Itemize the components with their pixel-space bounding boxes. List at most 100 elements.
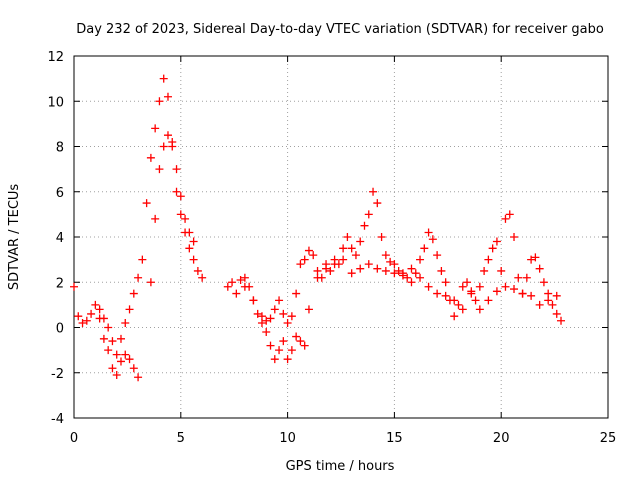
- data-point: [339, 244, 348, 253]
- data-point: [381, 266, 390, 275]
- data-point: [492, 287, 501, 296]
- data-point: [416, 273, 425, 282]
- data-point: [304, 246, 313, 255]
- data-point: [381, 251, 390, 260]
- data-point: [266, 314, 275, 323]
- data-point: [347, 244, 356, 253]
- data-point: [364, 210, 373, 219]
- data-point: [185, 228, 194, 237]
- chart-title: Day 232 of 2023, Sidereal Day-to-day VTE…: [76, 22, 604, 37]
- data-point: [151, 214, 160, 223]
- data-point: [467, 289, 476, 298]
- data-point: [373, 264, 382, 273]
- data-point: [112, 371, 121, 380]
- data-point: [168, 137, 177, 146]
- data-point: [398, 271, 407, 280]
- data-point: [116, 334, 125, 343]
- data-point: [475, 282, 484, 291]
- data-point: [373, 199, 382, 208]
- x-tick-label: 10: [279, 431, 296, 446]
- data-point: [257, 312, 266, 321]
- data-point: [416, 255, 425, 264]
- y-tick-label: 6: [56, 186, 64, 201]
- data-point: [360, 221, 369, 230]
- data-point: [228, 278, 237, 287]
- data-point: [172, 165, 181, 174]
- data-point: [535, 300, 544, 309]
- y-tick-label: 10: [47, 95, 64, 110]
- data-point: [544, 296, 553, 305]
- y-tick-label: 2: [56, 276, 64, 291]
- data-point: [262, 316, 271, 325]
- data-point: [407, 278, 416, 287]
- data-point: [172, 187, 181, 196]
- data-point: [283, 318, 292, 327]
- y-tick-label: 8: [56, 141, 64, 156]
- data-point: [531, 253, 540, 262]
- data-point: [270, 355, 279, 364]
- data-point: [364, 260, 373, 269]
- data-point: [411, 269, 420, 278]
- data-point: [458, 282, 467, 291]
- data-point: [497, 266, 506, 275]
- x-tick-label: 5: [177, 431, 185, 446]
- data-point: [232, 289, 241, 298]
- data-point: [501, 214, 510, 223]
- data-point: [95, 305, 104, 314]
- data-point: [279, 309, 288, 318]
- data-point: [121, 350, 130, 359]
- data-point: [296, 260, 305, 269]
- data-point: [292, 289, 301, 298]
- data-point: [484, 255, 493, 264]
- data-point: [552, 291, 561, 300]
- x-tick-label: 15: [386, 431, 403, 446]
- data-point: [78, 318, 87, 327]
- data-point: [488, 244, 497, 253]
- data-point: [104, 346, 113, 355]
- data-point: [339, 255, 348, 264]
- data-point: [424, 228, 433, 237]
- data-point: [458, 305, 467, 314]
- data-point: [125, 355, 134, 364]
- data-point: [275, 346, 284, 355]
- y-tick-label: -2: [51, 367, 64, 382]
- data-point: [539, 278, 548, 287]
- data-point: [557, 316, 566, 325]
- data-point: [253, 309, 262, 318]
- data-point: [74, 312, 83, 321]
- data-point: [424, 282, 433, 291]
- data-point: [189, 255, 198, 264]
- data-point: [146, 278, 155, 287]
- data-point: [151, 124, 160, 133]
- data-point: [527, 255, 536, 264]
- data-point: [134, 273, 143, 282]
- data-point: [262, 328, 271, 337]
- data-point: [403, 273, 412, 282]
- data-point: [121, 318, 130, 327]
- data-point: [87, 309, 96, 318]
- data-point: [240, 282, 249, 291]
- data-point: [514, 273, 523, 282]
- data-point: [270, 305, 279, 314]
- data-point: [159, 142, 168, 151]
- data-point: [343, 233, 352, 241]
- y-tick-label: 4: [56, 231, 64, 246]
- data-point: [176, 192, 185, 201]
- data-point: [518, 289, 527, 298]
- grid-lines: [74, 56, 608, 418]
- data-point: [287, 346, 296, 355]
- data-point: [198, 273, 207, 282]
- data-point: [283, 355, 292, 364]
- data-point: [266, 341, 275, 350]
- data-point: [450, 312, 459, 321]
- data-point: [300, 255, 309, 264]
- data-point: [351, 251, 360, 260]
- data-point: [501, 282, 510, 291]
- data-point: [287, 312, 296, 321]
- data-point: [369, 187, 378, 196]
- data-point: [475, 305, 484, 314]
- y-tick-label: 12: [47, 50, 64, 65]
- data-point: [484, 296, 493, 305]
- data-point: [535, 264, 544, 273]
